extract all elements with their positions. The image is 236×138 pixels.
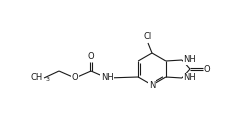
Text: O: O (72, 74, 78, 83)
Text: O: O (204, 64, 211, 74)
Text: N: N (149, 80, 155, 90)
Text: NH: NH (183, 74, 196, 83)
Text: 3: 3 (46, 77, 50, 82)
Text: NH: NH (101, 74, 113, 83)
Text: Cl: Cl (144, 32, 152, 41)
Text: CH: CH (31, 73, 43, 82)
Text: O: O (88, 52, 94, 61)
Text: NH: NH (183, 55, 196, 64)
